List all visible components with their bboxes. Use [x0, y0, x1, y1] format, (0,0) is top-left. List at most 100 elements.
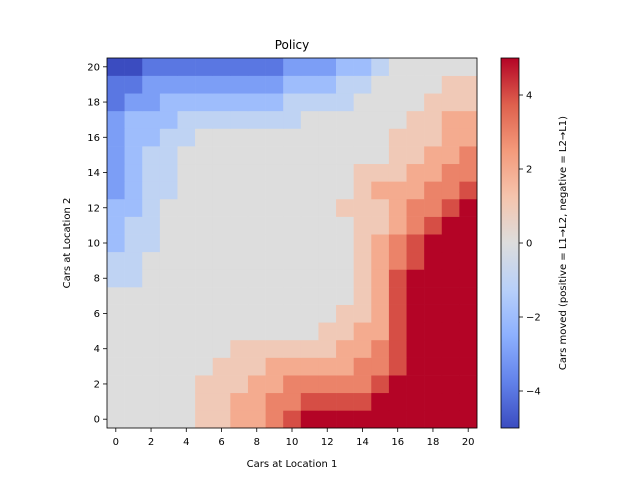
- heatmap-cell: [318, 128, 337, 147]
- heatmap-cell: [441, 287, 460, 305]
- heatmap-cell: [230, 234, 249, 253]
- y-tick-label: 6: [94, 309, 100, 320]
- heatmap-cell: [142, 216, 161, 235]
- heatmap-cell: [283, 357, 302, 376]
- heatmap-cell: [424, 163, 443, 182]
- y-tick-label: 4: [94, 344, 100, 355]
- heatmap-cell: [459, 163, 478, 182]
- heatmap-cell: [371, 93, 390, 112]
- heatmap-cell: [441, 304, 460, 323]
- heatmap-cell: [212, 181, 231, 200]
- heatmap-cell: [318, 322, 337, 341]
- heatmap-cell: [353, 339, 372, 358]
- x-tick-label: 0: [113, 437, 119, 448]
- heatmap-cell: [353, 58, 372, 76]
- heatmap-cell: [424, 110, 443, 129]
- heatmap-cell: [300, 75, 319, 94]
- heatmap-cell: [212, 198, 231, 217]
- heatmap-cell: [388, 75, 407, 94]
- heatmap-cell: [230, 375, 249, 394]
- heatmap-cell: [159, 322, 178, 341]
- heatmap-cell: [142, 287, 161, 305]
- heatmap-cell: [212, 269, 231, 288]
- heatmap-cell: [371, 198, 390, 217]
- heatmap-cell: [124, 304, 143, 323]
- heatmap-cell: [283, 216, 302, 235]
- heatmap-cell: [353, 375, 372, 394]
- colorbar-tick-label: 4: [526, 91, 532, 102]
- heatmap-cell: [353, 269, 372, 288]
- heatmap-cell: [212, 58, 231, 76]
- y-tick-label: 18: [87, 98, 100, 109]
- heatmap-cell: [230, 93, 249, 112]
- heatmap-cell: [371, 392, 390, 411]
- heatmap-cell: [371, 322, 390, 341]
- heatmap-cell: [247, 110, 266, 129]
- y-tick-label: 8: [94, 274, 100, 285]
- heatmap-cell: [283, 410, 302, 429]
- heatmap-cell: [336, 339, 354, 358]
- heatmap-cell: [265, 304, 284, 323]
- heatmap-cell: [247, 234, 266, 253]
- heatmap-cell: [424, 392, 443, 411]
- y-tick-label: 14: [87, 168, 100, 179]
- heatmap-cell: [424, 234, 443, 253]
- heatmap-cell: [336, 216, 354, 235]
- heatmap-cell: [177, 392, 196, 411]
- heatmap-cell: [459, 146, 478, 165]
- heatmap-cell: [265, 251, 284, 270]
- heatmap-cell: [247, 146, 266, 165]
- heatmap-cell: [406, 163, 425, 182]
- heatmap-cell: [212, 75, 231, 94]
- heatmap-cell: [424, 198, 443, 217]
- heatmap-cell: [283, 322, 302, 341]
- heatmap-cell: [336, 322, 354, 341]
- heatmap-cell: [107, 146, 125, 165]
- heatmap-cell: [283, 146, 302, 165]
- heatmap-cell: [353, 357, 372, 376]
- heatmap-cell: [124, 128, 143, 147]
- heatmap-cell: [247, 58, 266, 76]
- heatmap-cell: [300, 163, 319, 182]
- heatmap-cell: [300, 410, 319, 429]
- heatmap-cell: [336, 251, 354, 270]
- heatmap-cell: [265, 110, 284, 129]
- heatmap-cell: [159, 251, 178, 270]
- heatmap-cell: [177, 163, 196, 182]
- heatmap-cell: [300, 93, 319, 112]
- heatmap-cell: [195, 339, 214, 358]
- heatmap-cell: [142, 181, 161, 200]
- x-axis-label: Cars at Location 1: [247, 459, 338, 470]
- heatmap-cell: [353, 163, 372, 182]
- heatmap-cell: [247, 304, 266, 323]
- heatmap-cell: [318, 375, 337, 394]
- heatmap-cell: [124, 146, 143, 165]
- heatmap-cell: [107, 110, 125, 129]
- heatmap-cell: [142, 339, 161, 358]
- heatmap-cell: [388, 128, 407, 147]
- heatmap-cell: [142, 146, 161, 165]
- heatmap-cell: [424, 304, 443, 323]
- heatmap-cell: [107, 216, 125, 235]
- heatmap-cell: [371, 58, 390, 76]
- heatmap-cell: [124, 181, 143, 200]
- heatmap-cell: [159, 216, 178, 235]
- heatmap-cell: [424, 322, 443, 341]
- heatmap-cell: [459, 128, 478, 147]
- heatmap-cell: [177, 216, 196, 235]
- heatmap-cell: [159, 339, 178, 358]
- heatmap-cell: [336, 392, 354, 411]
- heatmap-cell: [124, 216, 143, 235]
- heatmap-cell: [424, 339, 443, 358]
- heatmap-cell: [459, 269, 478, 288]
- heatmap-cell: [195, 216, 214, 235]
- heatmap-cell: [247, 392, 266, 411]
- heatmap-cell: [459, 304, 478, 323]
- heatmap-cell: [247, 410, 266, 429]
- heatmap-cell: [159, 198, 178, 217]
- heatmap-cell: [424, 181, 443, 200]
- heatmap-cell: [247, 322, 266, 341]
- heatmap-cell: [318, 163, 337, 182]
- heatmap-cell: [247, 198, 266, 217]
- heatmap-cell: [142, 58, 161, 76]
